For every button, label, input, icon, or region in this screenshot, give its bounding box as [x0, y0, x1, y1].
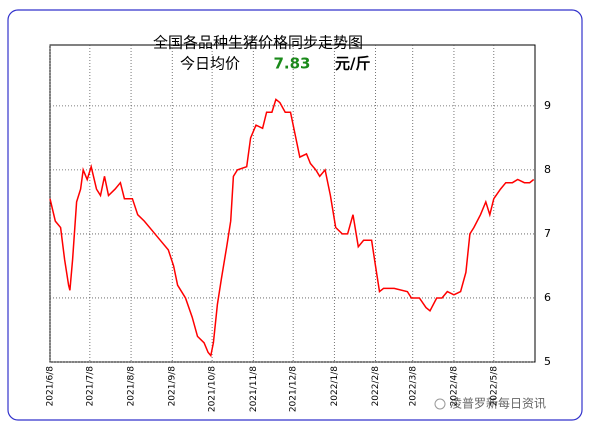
y-tick-label: 8 [544, 163, 551, 176]
y-tick-label: 7 [544, 227, 551, 240]
watermark: 凌普罗新每日资讯 [450, 396, 546, 411]
x-tick-label: 2021/9/8 [168, 366, 178, 407]
x-tick-label: 2021/8/8 [127, 366, 137, 407]
watermark-icon [434, 398, 446, 410]
x-tick-label: 2022/3/8 [408, 366, 418, 407]
unit: 元/斤 [335, 55, 370, 73]
plot-area [49, 44, 536, 363]
x-tick-label: 2021/12/8 [289, 366, 299, 412]
x-tick-label: 2021/7/8 [85, 366, 95, 407]
y-tick-label: 6 [544, 291, 551, 304]
x-tick-label: 2022/1/8 [330, 366, 340, 407]
subtitle: 今日均价 [180, 55, 240, 73]
frame [7, 9, 583, 421]
chart-title: 全国各品种生猪价格同步走势图 [153, 34, 363, 52]
y-tick-label: 9 [544, 99, 551, 112]
price-line [49, 98, 535, 358]
x-tick-label: 2021/11/8 [249, 366, 259, 412]
y-tick-label: 5 [544, 355, 551, 368]
x-tick-label: 2021/10/8 [208, 366, 218, 412]
x-tick-label: 2022/4/8 [449, 366, 459, 407]
x-tick-label: 2021/6/8 [46, 366, 56, 407]
x-tick-label: 2022/2/8 [371, 366, 381, 407]
x-tick-label: 2022/5/8 [489, 366, 499, 407]
current-price: 7.83 [273, 55, 310, 73]
